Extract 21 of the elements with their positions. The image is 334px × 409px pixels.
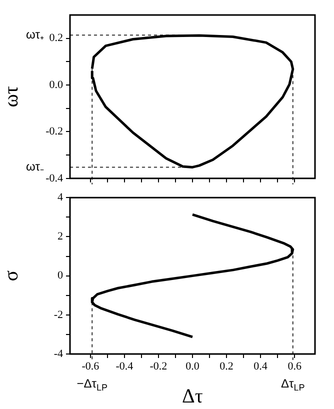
x-axis-title: Δτ	[182, 385, 203, 408]
x-tick-label: -0.6	[82, 360, 100, 372]
x-tick-label: -0.2	[150, 360, 168, 372]
y-tick-label: 0	[58, 270, 64, 282]
y-tick-label: 4	[58, 191, 64, 204]
ref-line-label: ωτ₋	[26, 160, 44, 174]
y-tick-label: 0.2	[49, 32, 63, 44]
y-axis-title: ωτ	[0, 86, 22, 108]
y-tick-label: 0.0	[49, 78, 64, 91]
y-tick-label: -2	[54, 308, 63, 321]
y-tick-label: -0.2	[46, 126, 63, 138]
x-tick-label: 0.2	[220, 360, 234, 372]
y-axis-title: σ	[0, 270, 22, 282]
x-tick-label: 0.6	[288, 360, 302, 372]
x-tick-label: 0.0	[186, 360, 200, 372]
y-tick-label: 2	[58, 230, 63, 243]
y-tick-label: -4	[54, 348, 64, 360]
x-tick-label: -0.4	[116, 360, 134, 372]
y-tick-label: -0.4	[46, 172, 64, 184]
x-tick-label: 0.4	[254, 360, 268, 372]
ref-line-label: ωτ₊	[26, 27, 44, 42]
